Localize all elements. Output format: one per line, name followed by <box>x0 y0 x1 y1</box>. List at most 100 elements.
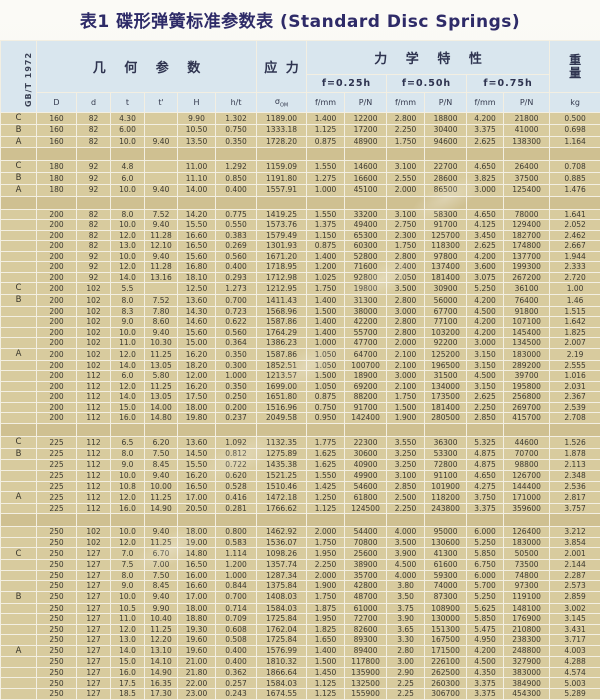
value-cell: 37500 <box>503 172 551 185</box>
series-class-cell: A <box>0 644 37 658</box>
table-row: 200 92 14.0 13.16 18.10 0.293 1712.98 1.025 9280… <box>0 271 600 284</box>
value-cell: 3.150 <box>466 359 505 372</box>
value-cell: 0.850 <box>214 172 258 185</box>
value-cell: 16.60 <box>177 580 216 592</box>
value-cell: 2.859 <box>549 590 600 604</box>
value-cell: 137400 <box>424 261 468 273</box>
value-cell: 200 <box>36 294 77 307</box>
value-cell: 4.200 <box>466 294 505 307</box>
value-cell: 2.100 <box>386 359 426 372</box>
table-header: GB/T 1972 几 何 参 数 应 力 力 学 特 性 重 量 f=0.25… <box>0 40 600 113</box>
value-cell: 73500 <box>503 559 551 571</box>
separator-cell <box>177 147 216 162</box>
value-cell: 50500 <box>503 547 551 561</box>
value-cell: 250 <box>36 526 77 538</box>
value-cell: 1.050 <box>306 380 346 393</box>
value-cell: 44600 <box>503 435 551 449</box>
value-cell: 19.60 <box>177 634 216 646</box>
table-row: 250 127 16.0 14.90 21.80 0.362 1866.64 1.450 135… <box>0 666 600 679</box>
value-cell: 18900 <box>344 370 388 382</box>
series-class-cell <box>0 305 37 318</box>
value-cell: 127 <box>76 677 111 689</box>
separator-cell <box>76 147 111 162</box>
value-cell: 18.80 <box>177 613 216 625</box>
value-cell: 11.25 <box>144 347 178 361</box>
value-cell: 1.000 <box>306 183 346 197</box>
value-cell: 17200 <box>344 123 388 137</box>
value-cell: 3.000 <box>386 305 426 318</box>
value-cell: 1.125 <box>306 502 346 515</box>
value-cell: 4.30 <box>110 112 145 125</box>
value-cell: 6.0 <box>110 172 145 185</box>
value-cell: 171000 <box>503 491 551 504</box>
value-cell: 9.40 <box>144 590 178 604</box>
separator-cell <box>344 147 388 162</box>
value-cell: 118200 <box>424 491 468 504</box>
separator-cell <box>36 513 77 528</box>
series-class-cell <box>0 412 37 424</box>
value-cell: 127 <box>76 666 111 679</box>
value-cell: 98800 <box>503 459 551 471</box>
value-cell: 7.0 <box>110 547 145 561</box>
value-cell: 16.20 <box>177 347 216 361</box>
value-cell: 181400 <box>424 271 468 284</box>
value-cell: 18.20 <box>177 359 216 372</box>
value-cell: 0.383 <box>214 229 258 242</box>
table-row: C 250 127 7.0 6.70 14.80 1.114 1098.26 1.950 2560… <box>0 547 600 561</box>
value-cell: 2.817 <box>549 491 600 504</box>
series-class-cell <box>0 219 37 231</box>
separator-cell <box>386 513 426 528</box>
value-cell: 127 <box>76 602 111 615</box>
separator-cell <box>386 147 426 162</box>
value-cell: 102 <box>76 337 111 349</box>
value-cell: 200 <box>36 326 77 339</box>
value-cell: 1.515 <box>549 305 600 318</box>
value-cell: 102 <box>76 282 111 296</box>
value-cell: 1557.91 <box>256 183 308 197</box>
series-class-cell <box>0 316 37 328</box>
value-cell: 11.25 <box>144 380 178 393</box>
value-cell: 250 <box>36 580 77 592</box>
value-cell: 1.500 <box>306 370 346 382</box>
table-row: A 225 112 12.0 11.25 17.00 0.416 1472.18 1.250 61… <box>0 491 600 504</box>
value-cell: 3.100 <box>386 208 426 221</box>
value-cell: 0.750 <box>214 123 258 137</box>
value-cell: 3.002 <box>549 602 600 615</box>
separator-cell <box>144 195 178 210</box>
value-cell: 9.40 <box>144 526 178 538</box>
value-cell: 112 <box>76 491 111 504</box>
value-cell: 2.031 <box>549 380 600 393</box>
value-cell: 52800 <box>344 250 388 263</box>
value-cell: 155900 <box>344 688 388 700</box>
value-cell: 1.750 <box>306 282 346 296</box>
value-cell: 70700 <box>503 447 551 461</box>
value-cell: 2.555 <box>549 359 600 372</box>
value-cell: 1098.26 <box>256 547 308 561</box>
value-cell: 0.257 <box>214 677 258 689</box>
table-row: 225 112 16.0 14.90 20.50 0.281 1766.62 1.125 124… <box>0 502 600 515</box>
value-cell: 3.900 <box>386 547 426 561</box>
value-cell: 1.625 <box>306 447 346 461</box>
value-cell: 2.113 <box>549 459 600 471</box>
value-cell: 12.10 <box>144 240 178 252</box>
value-cell: 89400 <box>344 644 388 658</box>
value-cell: 1718.95 <box>256 261 308 273</box>
deflection-025h-header: f=0.25h <box>306 74 388 93</box>
value-cell: 12.0 <box>110 536 145 549</box>
value-cell: 5.80 <box>144 370 178 382</box>
value-cell: 82 <box>76 123 111 137</box>
value-cell: 9.0 <box>110 580 145 592</box>
value-cell: 112 <box>76 480 111 493</box>
value-cell: 60300 <box>344 240 388 252</box>
table-row: 250 127 17.5 16.35 22.00 0.257 1584.03 1.125 132… <box>0 677 600 689</box>
value-cell: 112 <box>76 391 111 403</box>
value-cell: 42200 <box>344 316 388 328</box>
value-cell: 89300 <box>344 634 388 646</box>
value-cell: 181400 <box>424 401 468 414</box>
value-cell: 17.00 <box>177 491 216 504</box>
value-cell: 4.200 <box>466 316 505 328</box>
table-row: 200 112 15.0 14.00 18.00 0.200 1516.96 0.750 917… <box>0 401 600 414</box>
separator-cell <box>503 422 551 437</box>
series-class-cell <box>0 559 37 571</box>
